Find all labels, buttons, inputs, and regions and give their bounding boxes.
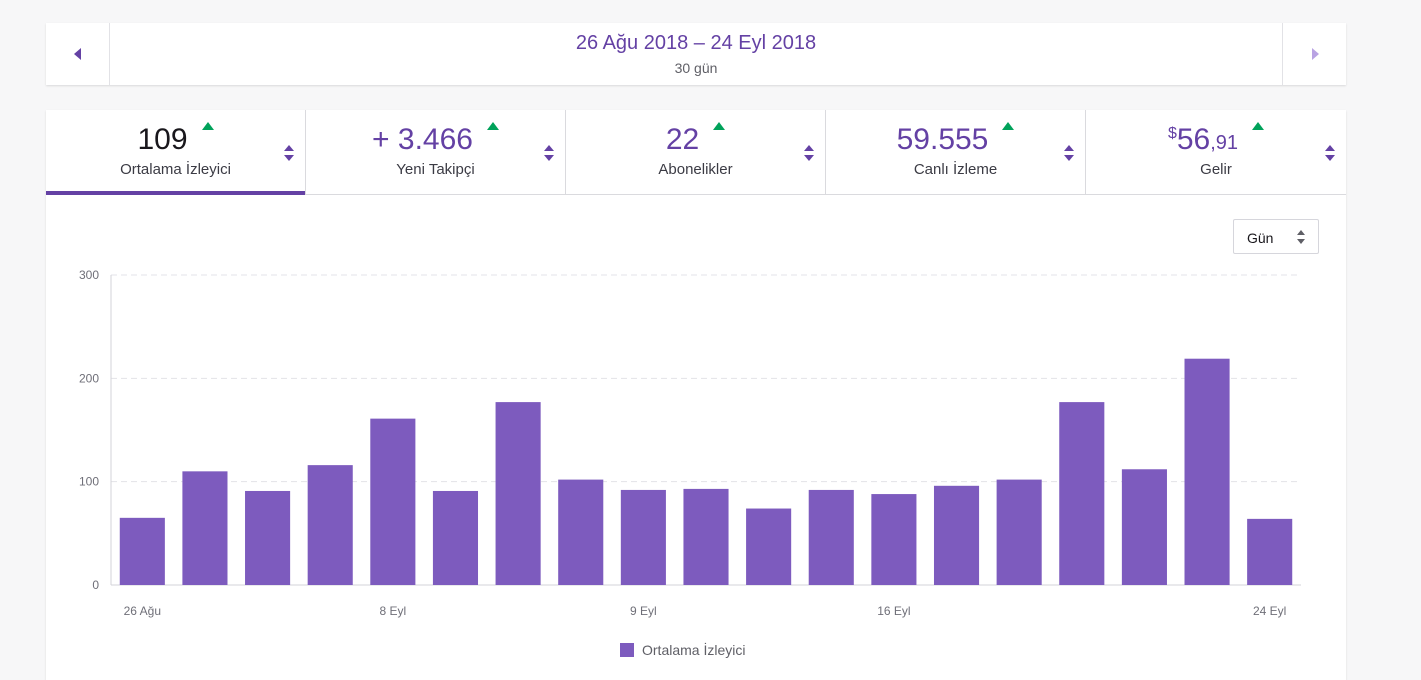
- revenue-integer: 56: [1176, 122, 1211, 156]
- sort-icon: [804, 145, 814, 161]
- bar: [1121, 469, 1167, 585]
- tab-value-row: 109: [46, 122, 305, 158]
- metric-tabs: 109 Ortalama İzleyici + 3.466 Yeni Takip…: [46, 110, 1346, 195]
- tab-subscriptions[interactable]: 22 Abonelikler: [566, 110, 826, 194]
- previous-range-button[interactable]: [46, 23, 110, 85]
- bar: [495, 402, 541, 585]
- tab-value: 22: [665, 122, 700, 156]
- tab-value-row: $56,91: [1086, 122, 1346, 158]
- tab-label: Yeni Takipçi: [396, 161, 475, 178]
- sort-icon: [1297, 230, 1305, 244]
- x-tick-label: 9 Eyl: [630, 604, 657, 618]
- bar: [933, 485, 980, 585]
- bar: [432, 490, 479, 585]
- date-range-bar: 26 Ağu 2018 – 24 Eyl 2018 30 gün: [46, 23, 1346, 85]
- chart-legend: Ortalama İzleyici: [620, 640, 745, 660]
- sort-icon: [1064, 145, 1074, 161]
- stats-panel: 109 Ortalama İzleyici + 3.466 Yeni Takip…: [46, 110, 1346, 680]
- bar: [746, 508, 792, 585]
- triangle-right-icon: [1311, 48, 1319, 60]
- bar: [1247, 518, 1293, 585]
- trend-up-icon: [1002, 122, 1015, 130]
- bar: [808, 489, 854, 585]
- tab-label: Canlı İzleme: [913, 161, 998, 178]
- time-unit-select[interactable]: Gün: [1233, 219, 1319, 254]
- y-tick-label: 100: [79, 475, 99, 489]
- sort-icon: [284, 145, 294, 161]
- y-tick-label: 0: [92, 578, 99, 592]
- tab-value-row: + 3.466: [306, 122, 565, 158]
- bar: [182, 471, 228, 585]
- bar: [1059, 402, 1105, 585]
- tab-revenue[interactable]: $56,91 Gelir: [1086, 110, 1346, 194]
- tab-label: Ortalama İzleyici: [120, 161, 231, 178]
- bar: [683, 488, 729, 585]
- tab-value: $56,91: [1168, 123, 1238, 156]
- tab-value: 109: [137, 122, 188, 156]
- tab-new-followers[interactable]: + 3.466 Yeni Takipçi: [306, 110, 566, 194]
- date-range-display: 26 Ağu 2018 – 24 Eyl 2018 30 gün: [109, 23, 1283, 85]
- currency-symbol: $: [1167, 124, 1177, 142]
- average-viewers-chart: 0 100 200 300 26 Ağu 8 Eyl 9 Eyl 16 Eyl 24 Eyl: [79, 268, 1301, 618]
- trend-up-icon: [1252, 122, 1265, 130]
- date-range-text: 26 Ağu 2018 – 24 Eyl 2018: [575, 32, 817, 54]
- x-tick-label: 26 Ağu: [124, 604, 161, 618]
- tab-value-row: 59.555: [826, 122, 1085, 158]
- tab-label: Abonelikler: [658, 161, 733, 178]
- bar: [307, 465, 353, 585]
- x-tick-label: 24 Eyl: [1253, 604, 1286, 618]
- sort-icon: [544, 145, 554, 161]
- tab-value: + 3.466: [372, 122, 473, 156]
- next-range-button[interactable]: [1282, 23, 1346, 85]
- tab-average-viewers[interactable]: 109 Ortalama İzleyici: [46, 110, 306, 195]
- bar: [558, 479, 604, 585]
- time-unit-label: Gün: [1247, 230, 1274, 246]
- bar: [871, 494, 917, 585]
- bar: [245, 490, 291, 585]
- bar: [119, 517, 165, 585]
- revenue-decimal: ,91: [1210, 131, 1239, 154]
- bar: [996, 479, 1042, 585]
- bar: [1184, 358, 1230, 585]
- x-tick-label: 8 Eyl: [379, 604, 406, 618]
- date-range-days: 30 gün: [674, 60, 718, 76]
- x-tick-label: 16 Eyl: [877, 604, 910, 618]
- tab-live-views[interactable]: 59.555 Canlı İzleme: [826, 110, 1086, 194]
- bar: [620, 489, 666, 585]
- tab-label: Gelir: [1200, 161, 1232, 178]
- y-tick-label: 200: [79, 371, 99, 385]
- bar: [370, 418, 416, 585]
- trend-up-icon: [201, 122, 214, 130]
- legend-label: Ortalama İzleyici: [642, 642, 746, 658]
- sort-icon: [1325, 145, 1335, 161]
- trend-up-icon: [486, 122, 499, 130]
- tab-value: 59.555: [896, 122, 989, 156]
- legend-swatch: [620, 643, 634, 657]
- tab-value-row: 22: [566, 122, 825, 158]
- trend-up-icon: [713, 122, 726, 130]
- triangle-left-icon: [73, 48, 81, 60]
- y-tick-label: 300: [79, 268, 99, 282]
